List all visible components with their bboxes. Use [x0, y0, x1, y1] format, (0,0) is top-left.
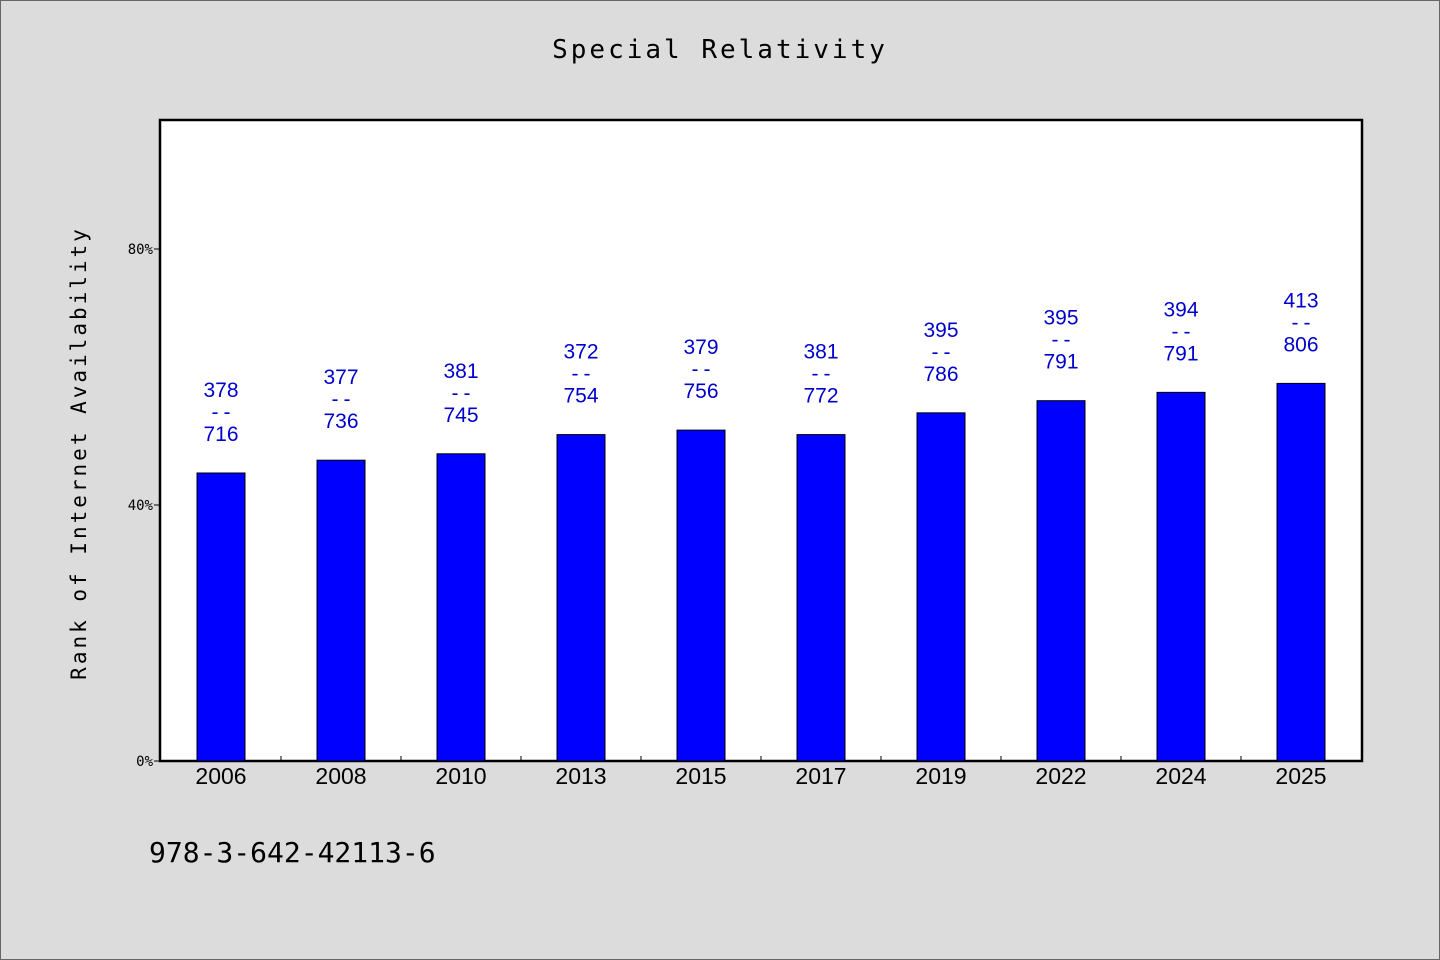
data-label-bottom-2015: 756 [683, 380, 718, 403]
data-label-top-2008: 377 [323, 366, 358, 389]
data-label-separator-2024: -- [1169, 319, 1193, 343]
x-tick-label-2015: 2015 [675, 763, 726, 789]
x-tick-label-2017: 2017 [795, 763, 846, 789]
data-label-bottom-2019: 786 [923, 363, 958, 386]
x-tick-label-2025: 2025 [1275, 763, 1326, 789]
data-label-top-2025: 413 [1283, 289, 1318, 312]
data-label-bottom-2024: 791 [1163, 342, 1198, 365]
data-label-top-2017: 381 [803, 341, 838, 364]
data-label-separator-2010: -- [449, 381, 473, 405]
data-label-bottom-2008: 736 [323, 410, 358, 433]
data-label-separator-2013: -- [569, 362, 593, 386]
data-label-top-2010: 381 [443, 360, 478, 383]
data-label-bottom-2010: 745 [443, 404, 478, 427]
bar-2025 [1276, 382, 1326, 762]
x-tick-label-2019: 2019 [915, 763, 966, 789]
bar-2006 [196, 472, 246, 762]
bar-2019 [916, 412, 966, 762]
chart-marks: 0%40%80%2006378--7162008377--7362010381-… [128, 242, 1327, 789]
data-label-bottom-2022: 791 [1043, 351, 1078, 374]
data-label-top-2019: 395 [923, 319, 958, 342]
data-label-separator-2006: -- [209, 400, 233, 424]
y-tick-label: 80% [128, 242, 154, 258]
bar-2013 [556, 434, 606, 762]
x-tick-label-2022: 2022 [1035, 763, 1086, 789]
bar-2017 [796, 434, 846, 762]
data-label-separator-2008: -- [329, 387, 353, 411]
x-tick-label-2006: 2006 [195, 763, 246, 789]
data-label-top-2013: 372 [563, 341, 598, 364]
data-label-separator-2025: -- [1289, 310, 1313, 334]
data-label-bottom-2025: 806 [1283, 333, 1318, 356]
chart-title: Special Relativity [552, 35, 888, 65]
x-tick-label-2008: 2008 [315, 763, 366, 789]
y-tick-label: 0% [136, 754, 153, 770]
data-label-separator-2015: -- [689, 357, 713, 381]
data-label-separator-2022: -- [1049, 328, 1073, 352]
data-label-top-2024: 394 [1163, 298, 1198, 321]
data-label-separator-2019: -- [929, 340, 953, 364]
x-tick-label-2024: 2024 [1155, 763, 1206, 789]
data-label-bottom-2006: 716 [203, 423, 238, 446]
bar-2008 [316, 459, 366, 762]
bar-2015 [676, 429, 726, 762]
data-label-top-2006: 378 [203, 379, 238, 402]
x-tick-label-2013: 2013 [555, 763, 606, 789]
data-label-bottom-2017: 772 [803, 385, 838, 408]
bar-2010 [436, 453, 486, 762]
data-label-separator-2017: -- [809, 362, 833, 386]
data-label-top-2022: 395 [1043, 307, 1078, 330]
data-label-top-2015: 379 [683, 336, 718, 359]
y-tick-label: 40% [128, 498, 154, 514]
x-tick-label-2010: 2010 [435, 763, 486, 789]
data-label-bottom-2013: 754 [563, 385, 598, 408]
y-axis-label: Rank of Internet Availability [67, 226, 91, 680]
bar-2022 [1036, 400, 1086, 762]
isbn-text: 978-3-642-42113-6 [149, 836, 436, 869]
bar-2024 [1156, 391, 1206, 762]
